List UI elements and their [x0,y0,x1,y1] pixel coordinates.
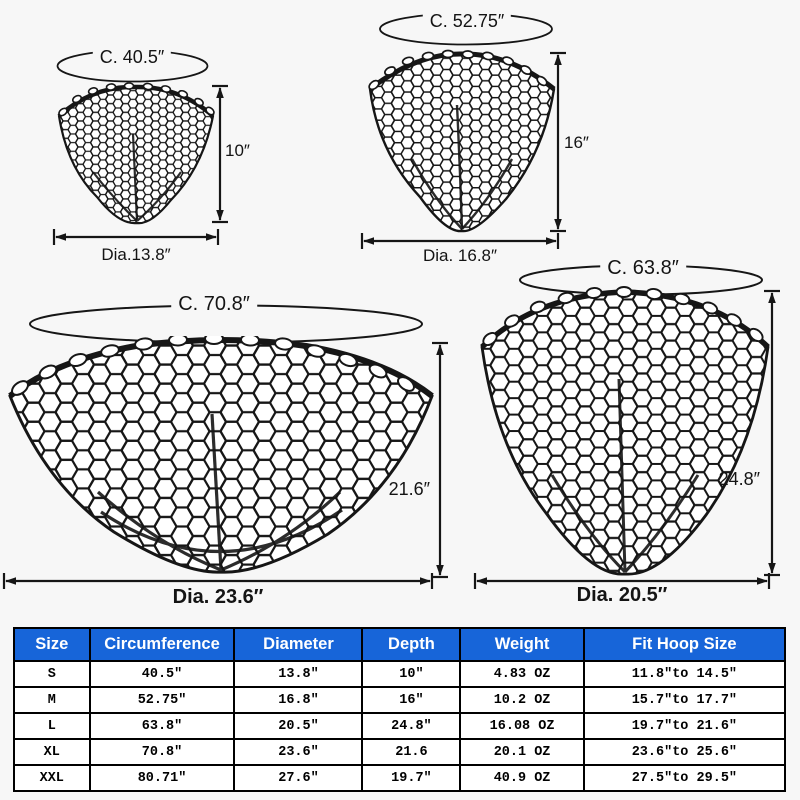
net-mesh-illustration [480,286,770,576]
cell-fit-hoop-size: 27.5″to 29.5″ [582,764,787,792]
cell-size: S [13,660,91,688]
depth-label: 24.8″ [718,469,760,489]
net-fold-creases [550,378,700,574]
cell-weight: 20.1 OZ [459,738,585,766]
net-fold-creases [92,133,182,222]
cell-diameter: 23.6″ [233,738,364,766]
cell-depth: 19.7″ [361,764,462,792]
cell-weight: 10.2 OZ [459,686,585,714]
cell-weight: 40.9 OZ [459,764,585,792]
cell-fit-hoop-size: 15.7″to 17.7″ [582,686,787,714]
cell-size: XL [13,738,91,766]
cell-weight: 4.83 OZ [459,660,585,688]
net-fold-creases [410,104,514,230]
cell-weight: 16.08 OZ [459,712,585,740]
cell-diameter: 20.5″ [233,712,364,740]
table-row-m: M 52.75″ 16.8″ 16″ 10.2 OZ 15.7″to 17.7″ [13,686,787,714]
cell-depth: 16″ [361,686,462,714]
depth-dimension-arrow [764,289,780,577]
table-header-row: Size Circumference Diameter Depth Weight… [13,627,787,662]
spec-table: Size Circumference Diameter Depth Weight… [13,627,787,792]
header-weight: Weight [459,627,585,662]
cell-diameter: 27.6″ [233,764,364,792]
cell-depth: 24.8″ [361,712,462,740]
depth-label: 16″ [564,133,589,152]
cell-diameter: 16.8″ [233,686,364,714]
cell-fit-hoop-size: 23.6″to 25.6″ [582,738,787,766]
diameter-label: Dia.13.8″ [101,245,171,264]
table-row-l: L 63.8″ 20.5″ 24.8″ 16.08 OZ 19.7″to 21.… [13,712,787,740]
rim-knots [482,286,764,347]
header-fit-hoop-size: Fit Hoop Size [582,627,787,662]
diameter-label: Dia. 23.6″ [172,586,264,608]
depth-dimension-arrow [212,84,228,224]
table-row-xxl: XXL 80.71″ 27.6″ 19.7″ 40.9 OZ 27.5″to 2… [13,764,787,792]
table-row-xl: XL 70.8″ 23.6″ 21.6 20.1 OZ 23.6″to 25.6… [13,738,787,766]
rim-knots [11,336,415,396]
depth-dimension-arrow [550,51,566,233]
rim-knots [58,82,215,117]
depth-label: 10″ [225,141,250,160]
diameter-dimension-arrow [2,573,434,589]
cell-circumference: 52.75″ [88,686,236,714]
diameter-dimension-arrow [473,573,771,589]
cell-circumference: 80.71″ [88,764,236,792]
circumference-label: C. 40.5″ [92,47,172,68]
cell-size: XXL [13,764,91,792]
net-mesh-illustration [368,49,556,233]
rim-knots [368,49,548,91]
depth-label: 21.6″ [388,479,430,499]
cell-fit-hoop-size: 19.7″to 21.6″ [582,712,787,740]
cell-circumference: 70.8″ [88,738,236,766]
cell-circumference: 40.5″ [88,660,236,688]
cell-size: M [13,686,91,714]
diameter-label: Dia. 20.5″ [576,584,668,606]
circumference-label: C. 70.8″ [171,293,257,316]
diameter-label: Dia. 16.8″ [422,246,498,265]
diameter-dimension-arrow [52,229,220,245]
cell-depth: 10″ [361,660,462,688]
diameter-dimension-arrow [360,233,560,249]
circumference-label: C. 52.75″ [422,11,512,32]
net-fold-creases [96,413,343,572]
cell-diameter: 13.8″ [233,660,364,688]
header-diameter: Diameter [233,627,364,662]
cell-fit-hoop-size: 11.8″to 14.5″ [582,660,787,688]
cell-circumference: 63.8″ [88,712,236,740]
table-row-s: S 40.5″ 13.8″ 10″ 4.83 OZ 11.8″to 14.5″ [13,660,787,688]
header-size: Size [13,627,91,662]
net-mesh-illustration [57,82,215,225]
cell-depth: 21.6 [361,738,462,766]
cell-size: L [13,712,91,740]
header-depth: Depth [361,627,462,662]
depth-dimension-arrow [432,341,448,579]
net-mesh-illustration [8,336,434,574]
header-circumference: Circumference [88,627,236,662]
circumference-label: C. 63.8″ [600,257,686,280]
